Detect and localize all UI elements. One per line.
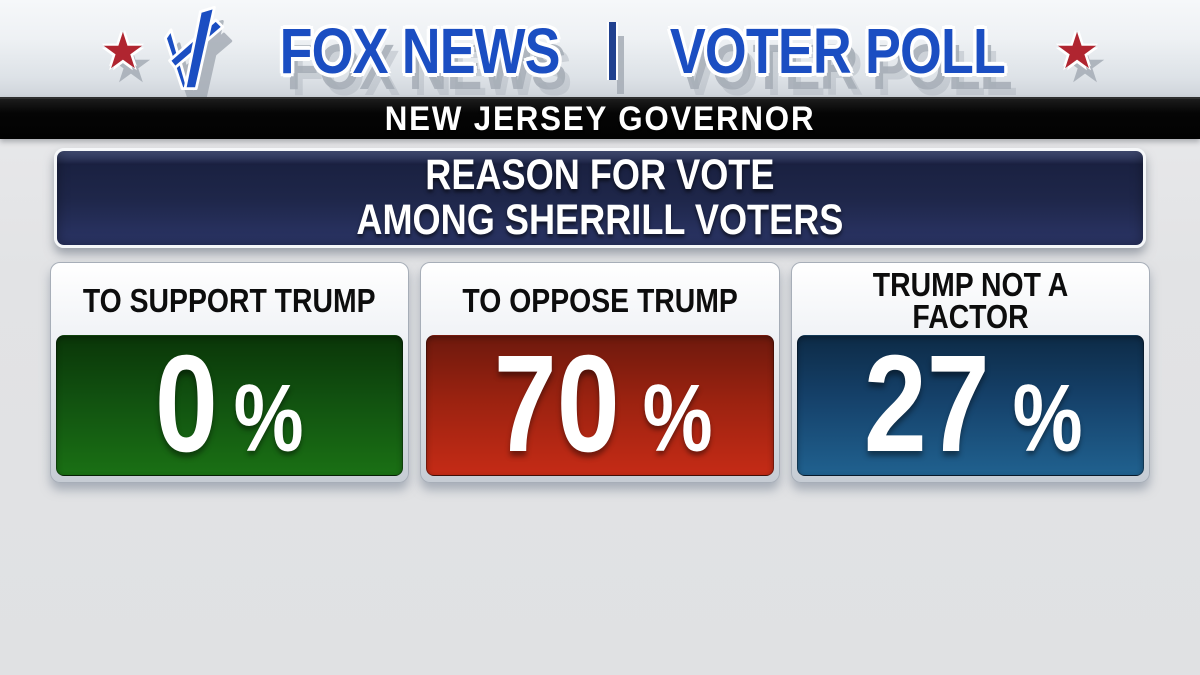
result-value-pair: 0 % xyxy=(148,326,312,481)
result-card-trump-not-factor: TRUMP NOT A FACTOR 27 % xyxy=(790,262,1150,483)
percent-sign: % xyxy=(642,364,713,472)
question-banner: REASON FOR VOTE AMONG SHERRILL VOTERS xyxy=(54,148,1146,248)
star-icon: ★ xyxy=(1054,22,1100,79)
result-card-oppose-trump: TO OPPOSE TRUMP 70 % xyxy=(420,262,780,483)
voter-poll-wordmark: VOTER POLL xyxy=(669,14,1006,87)
fox-news-wordmark: FOX NEWS xyxy=(280,14,561,87)
fox-news-voter-poll-logo: ★ FOX NEWS VOTER POLL ★ xyxy=(100,2,1100,95)
result-value-panel-blue: 27 % xyxy=(796,326,1144,481)
result-label: TO SUPPORT TRUMP xyxy=(83,281,377,319)
percent-sign: % xyxy=(234,364,305,472)
question-line1: REASON FOR VOTE xyxy=(425,151,775,200)
result-value-pair: 70 % xyxy=(480,326,721,481)
result-label: TO OPPOSE TRUMP xyxy=(462,281,738,319)
question-line2: AMONG SHERRILL VOTERS xyxy=(356,196,844,244)
result-label-area: TRUMP NOT A FACTOR xyxy=(797,267,1144,335)
result-value-panel-red: 70 % xyxy=(426,326,774,481)
results-row: TO SUPPORT TRUMP 0 % TO OPPOSE TRUMP 70 … xyxy=(50,262,1150,483)
logo-divider xyxy=(608,21,616,80)
result-value: 70 xyxy=(493,326,620,481)
result-label: TRUMP NOT A FACTOR xyxy=(872,265,1069,335)
result-label-area: TO OPPOSE TRUMP xyxy=(426,267,773,335)
result-value: 27 xyxy=(863,326,990,481)
race-title: NEW JERSEY GOVERNOR xyxy=(384,99,816,138)
header: ★ FOX NEWS VOTER POLL ★ xyxy=(0,0,1200,97)
fox-searchlights-icon xyxy=(163,6,235,95)
result-card-support-trump: TO SUPPORT TRUMP 0 % xyxy=(50,262,410,483)
result-value-panel-green: 0 % xyxy=(56,326,404,481)
result-label-area: TO SUPPORT TRUMP xyxy=(56,267,403,335)
percent-sign: % xyxy=(1013,364,1084,472)
result-value: 0 xyxy=(154,326,218,481)
result-value-pair: 27 % xyxy=(850,326,1091,481)
race-title-bar: NEW JERSEY GOVERNOR xyxy=(0,97,1200,139)
star-icon: ★ xyxy=(100,22,146,79)
